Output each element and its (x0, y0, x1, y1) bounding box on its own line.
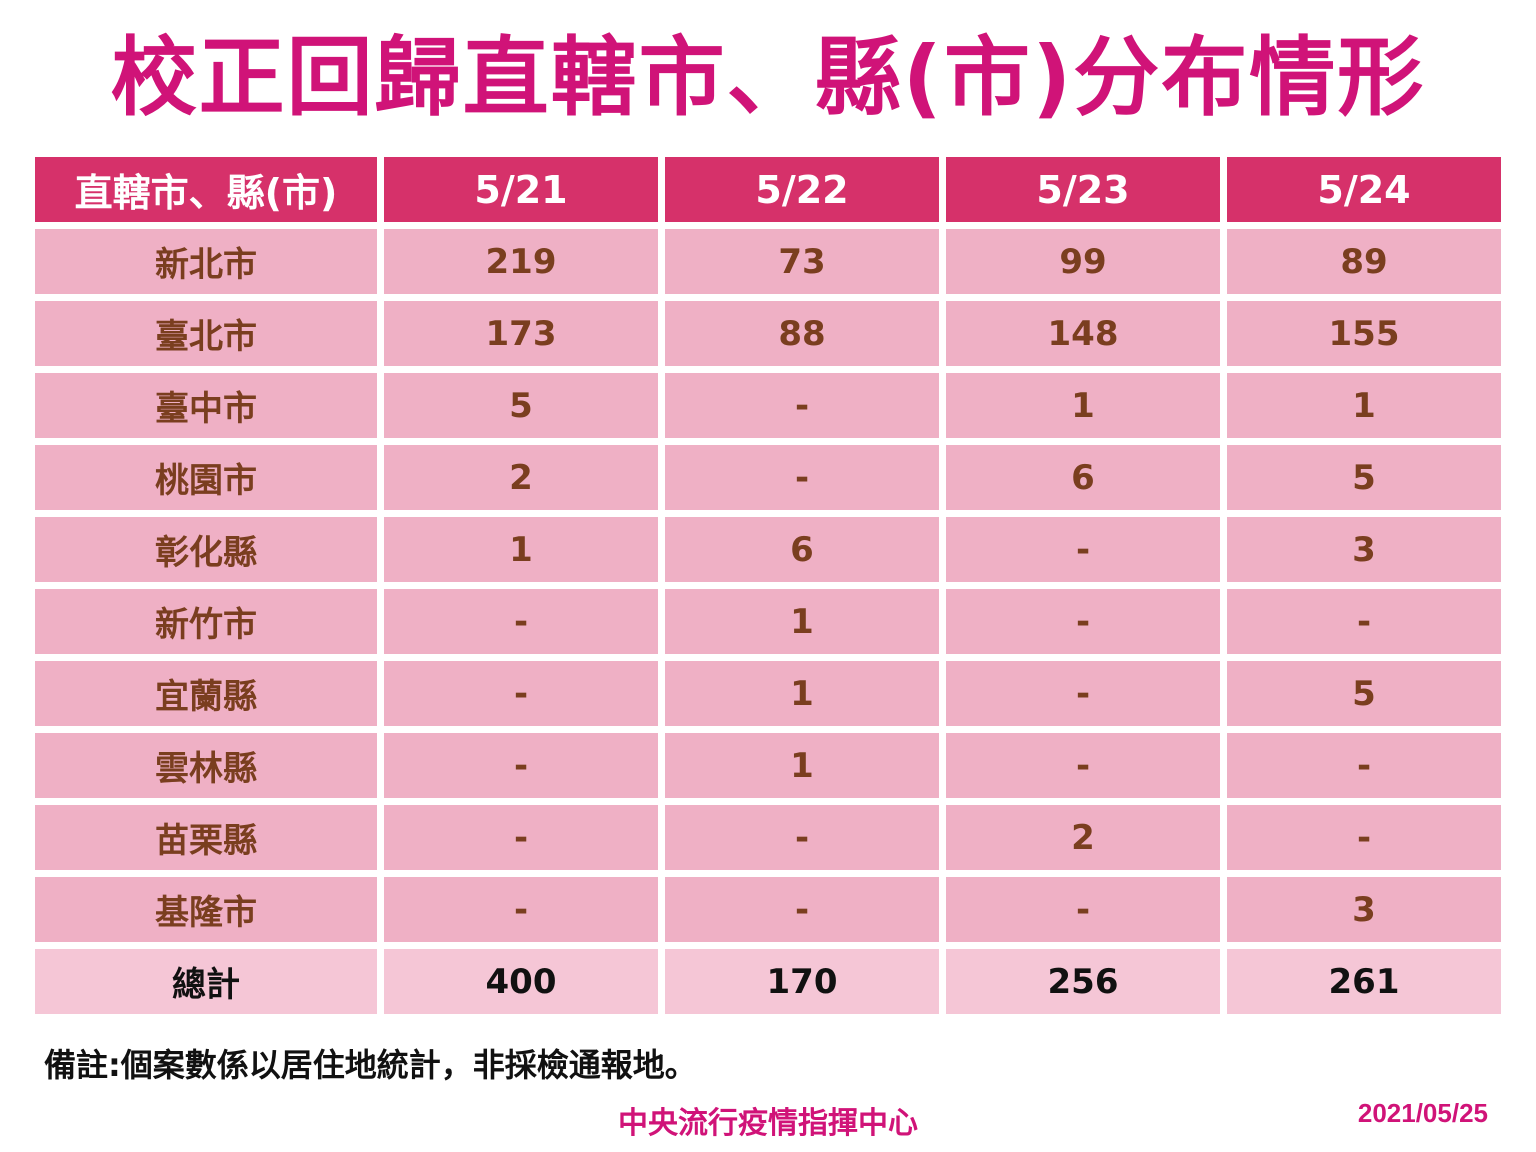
table-cell: 1 (1227, 373, 1501, 438)
row-region-name: 彰化縣 (35, 517, 377, 582)
table-cell: - (946, 877, 1220, 942)
table-cell: 6 (946, 445, 1220, 510)
column-header-date: 5/23 (946, 157, 1220, 222)
table-cell: - (946, 733, 1220, 798)
row-region-name: 新竹市 (35, 589, 377, 654)
table-cell: 2 (384, 445, 658, 510)
organization-name: 中央流行疫情指揮中心 (618, 1106, 918, 1141)
table-cell: - (1227, 733, 1501, 798)
page-title: 校正回歸直轄市、縣(市)分布情形 (110, 28, 1426, 128)
table-cell: 89 (1227, 229, 1501, 294)
table-cell: 99 (946, 229, 1220, 294)
total-label: 總計 (35, 949, 377, 1014)
column-header-date: 5/21 (384, 157, 658, 222)
column-header-date: 5/24 (1227, 157, 1501, 222)
table-cell: 1 (946, 373, 1220, 438)
total-cell: 170 (665, 949, 939, 1014)
table-cell: 1 (665, 589, 939, 654)
table-cell: - (665, 373, 939, 438)
table-cell: 155 (1227, 301, 1501, 366)
total-cell: 261 (1227, 949, 1501, 1014)
table-cell: 3 (1227, 517, 1501, 582)
table-cell: 73 (665, 229, 939, 294)
row-region-name: 臺北市 (35, 301, 377, 366)
table-cell: - (384, 805, 658, 870)
table-cell: 5 (1227, 445, 1501, 510)
row-region-name: 新北市 (35, 229, 377, 294)
table-cell: - (384, 877, 658, 942)
table-cell: 219 (384, 229, 658, 294)
table-cell: 5 (384, 373, 658, 438)
table-cell: - (665, 877, 939, 942)
row-region-name: 基隆市 (35, 877, 377, 942)
table-cell: - (665, 805, 939, 870)
table-cell: - (946, 589, 1220, 654)
table-cell: - (665, 445, 939, 510)
table-cell: - (384, 661, 658, 726)
table-cell: 1 (665, 661, 939, 726)
table-cell: - (946, 517, 1220, 582)
total-cell: 400 (384, 949, 658, 1014)
table-cell: 3 (1227, 877, 1501, 942)
table-cell: - (384, 733, 658, 798)
table-cell: 88 (665, 301, 939, 366)
table-cell: 1 (384, 517, 658, 582)
row-region-name: 臺中市 (35, 373, 377, 438)
table-cell: 1 (665, 733, 939, 798)
column-header-date: 5/22 (665, 157, 939, 222)
row-region-name: 桃園市 (35, 445, 377, 510)
table-cell: - (384, 589, 658, 654)
row-region-name: 苗栗縣 (35, 805, 377, 870)
table-cell: 148 (946, 301, 1220, 366)
table-cell: 173 (384, 301, 658, 366)
row-region-name: 宜蘭縣 (35, 661, 377, 726)
publish-date: 2021/05/25 (1357, 1098, 1488, 1128)
distribution-table: 直轄市、縣(市) 5/21 5/22 5/23 5/24 新北市 219 73 … (35, 157, 1501, 1014)
column-header-region: 直轄市、縣(市) (35, 157, 377, 222)
table-cell: - (1227, 589, 1501, 654)
table-cell: 5 (1227, 661, 1501, 726)
row-region-name: 雲林縣 (35, 733, 377, 798)
table-cell: 2 (946, 805, 1220, 870)
table-cell: - (946, 661, 1220, 726)
table-cell: - (1227, 805, 1501, 870)
footnote: 備註:個案數係以居住地統計，非採檢通報地。 (44, 1046, 697, 1084)
total-cell: 256 (946, 949, 1220, 1014)
table-cell: 6 (665, 517, 939, 582)
